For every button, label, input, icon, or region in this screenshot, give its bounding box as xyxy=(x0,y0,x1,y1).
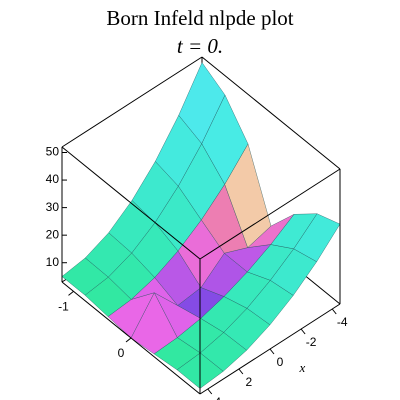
x-tick xyxy=(331,308,337,315)
chart-title: Born Infeld nlpde plot xyxy=(106,6,293,30)
z-tick-label: 20 xyxy=(46,227,60,241)
x-axis-label: x xyxy=(299,360,306,375)
box-edge xyxy=(199,168,341,260)
chart-subtitle: t = 0. xyxy=(177,34,223,58)
box-edge xyxy=(61,56,203,148)
x-tick-label: -2 xyxy=(306,335,317,349)
x-tick-label: 0 xyxy=(277,355,284,369)
box-edge xyxy=(61,146,201,260)
z-tick-label: 40 xyxy=(46,172,60,186)
z-tick-label: 30 xyxy=(46,200,60,214)
box-edge xyxy=(201,56,341,170)
x-tick xyxy=(300,328,306,335)
x-tick-label: 4 xyxy=(214,395,221,400)
x-tick-label: -4 xyxy=(337,315,348,329)
x-tick xyxy=(207,388,213,395)
x-tick-label: 2 xyxy=(246,375,253,389)
x-tick xyxy=(269,348,275,355)
y-tick xyxy=(125,337,132,343)
y-tick-label: -1 xyxy=(58,300,69,314)
surface-patch xyxy=(178,61,226,145)
z-tick-label: 10 xyxy=(46,255,60,269)
y-tick xyxy=(68,290,74,296)
z-tick-label: 50 xyxy=(46,145,60,159)
x-tick xyxy=(238,368,244,375)
y-tick-label: 0 xyxy=(118,346,125,360)
